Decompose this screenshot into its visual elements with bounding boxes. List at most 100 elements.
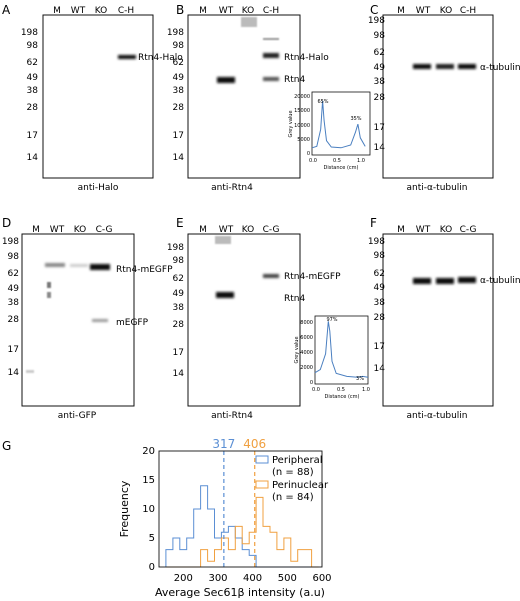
antibody-label: anti-GFP: [58, 411, 97, 421]
marker-label: 14: [173, 153, 185, 163]
marker-label: 17: [374, 342, 385, 352]
marker-label: 49: [27, 73, 39, 83]
marker-label: 62: [374, 269, 385, 279]
inset-xtick: 1.0: [357, 158, 365, 164]
inset-ytick: 0: [310, 380, 313, 386]
blot-frame: [42, 14, 154, 179]
panel-letter: G: [2, 439, 11, 453]
blot-frame: [187, 233, 301, 407]
marker-label: 17: [27, 131, 38, 141]
peak-label: 65%: [317, 99, 328, 105]
blot-band: [47, 292, 51, 298]
legend-count: (n = 88): [272, 467, 314, 478]
blot-band: [263, 38, 279, 40]
blot-band: [47, 282, 51, 288]
blot-band: [436, 278, 454, 284]
legend: Peripheral (n = 88) Perinuclear (n = 84): [255, 455, 329, 503]
marker-label: 14: [8, 368, 20, 378]
blot-band: [263, 274, 279, 278]
marker-label: 49: [374, 63, 386, 73]
marker-label: 38: [173, 303, 185, 313]
lane-label: M: [397, 6, 405, 16]
inset-ylabel: Grey value: [288, 110, 294, 137]
blot-band: [216, 292, 234, 298]
panel-a: A M WT KO C-H 198 98 62 49 38 28 17 14 R…: [2, 3, 183, 193]
inset-frame: [314, 315, 369, 385]
y-axis-label: Frequency: [118, 480, 131, 537]
marker-label: 62: [173, 274, 184, 284]
marker-label: 98: [27, 41, 39, 51]
band-label: α-tubulin: [480, 276, 520, 286]
profile-line: [311, 100, 366, 149]
marker-label: 28: [173, 103, 185, 113]
panel-g: G 317 406 0 5 10 15 20 Frequency 200 300…: [2, 437, 332, 599]
ytick-label: 20: [142, 446, 155, 457]
inset-ytick: 20000: [294, 94, 310, 100]
inset-xtick: 0.0: [312, 387, 320, 393]
blot-band: [263, 77, 279, 81]
blot-band: [215, 236, 231, 244]
marker-label: 38: [27, 86, 39, 96]
x-axis: 200 300 400 500 600 Average Sec61β inten…: [155, 573, 332, 599]
panel-letter: D: [2, 216, 11, 230]
blot-band: [70, 264, 88, 267]
marker-label: 62: [27, 58, 38, 68]
marker-label: 198: [21, 28, 38, 38]
inset-ytick: 8000: [300, 320, 313, 326]
marker-label: 38: [8, 298, 20, 308]
lane-label: M: [397, 225, 405, 235]
band-label: α-tubulin: [480, 63, 520, 73]
marker-label: 28: [374, 93, 386, 103]
panel-f: F M WT KO C-G 198 98 62 49 38 28 17 14 α…: [368, 216, 520, 421]
marker-label: 28: [27, 103, 39, 113]
blot-frame: [21, 233, 135, 407]
blot-band: [413, 64, 431, 69]
marker-label: 49: [173, 73, 185, 83]
blot-frame: [382, 14, 494, 179]
y-axis: 0 5 10 15 20 Frequency: [118, 446, 155, 573]
lane-label: C-H: [460, 6, 476, 16]
marker-label: 198: [368, 237, 385, 247]
ytick-label: 10: [142, 504, 155, 515]
profile-inset-e: 0 2000 4000 6000 8000 0.0 0.5 1.0 Distan…: [294, 315, 370, 400]
marker-label: 62: [8, 269, 19, 279]
inset-ytick: 6000: [300, 335, 313, 341]
blot-band: [90, 264, 110, 270]
marker-label: 49: [8, 284, 20, 294]
lane-label: C-G: [460, 225, 477, 235]
marker-label: 98: [173, 41, 185, 51]
marker-label: 38: [374, 77, 386, 87]
marker-label: 28: [374, 313, 386, 323]
band-label: Rtn4-mEGFP: [116, 265, 173, 275]
panel-d: D M WT KO C-G 198 98 62 49 38 28 17 14 R…: [2, 216, 173, 421]
blot-frame: [187, 14, 301, 179]
marker-label: 17: [8, 345, 19, 355]
mean-label: 406: [243, 437, 266, 451]
marker-label: 198: [167, 243, 184, 253]
marker-label: 17: [374, 123, 385, 133]
blot-band: [436, 64, 454, 69]
marker-label: 49: [173, 289, 185, 299]
inset-ytick: 15000: [294, 108, 310, 114]
lane-label: KO: [242, 6, 255, 16]
xtick-label: 300: [208, 573, 227, 584]
lane-label: C-H: [118, 6, 134, 16]
marker-label: 28: [8, 315, 20, 325]
blot-band: [458, 277, 476, 283]
blot-band: [118, 55, 136, 59]
inset-xtick: 0.0: [309, 158, 317, 164]
band-label: Rtn4-mEGFP: [284, 272, 341, 282]
marker-label: 17: [173, 131, 184, 141]
marker-label: 28: [173, 320, 185, 330]
lane-label: WT: [416, 6, 431, 16]
lane-label: C-G: [263, 225, 280, 235]
inset-frame: [311, 91, 371, 156]
blot-band: [413, 278, 431, 284]
marker-label: 98: [374, 251, 386, 261]
lane-label: WT: [219, 6, 234, 16]
xtick-label: 400: [243, 573, 262, 584]
panel-letter: F: [370, 216, 377, 230]
marker-label: 98: [374, 31, 386, 41]
lane-label: KO: [242, 225, 255, 235]
x-axis-label: Average Sec61β intensity (a.u): [155, 586, 325, 599]
